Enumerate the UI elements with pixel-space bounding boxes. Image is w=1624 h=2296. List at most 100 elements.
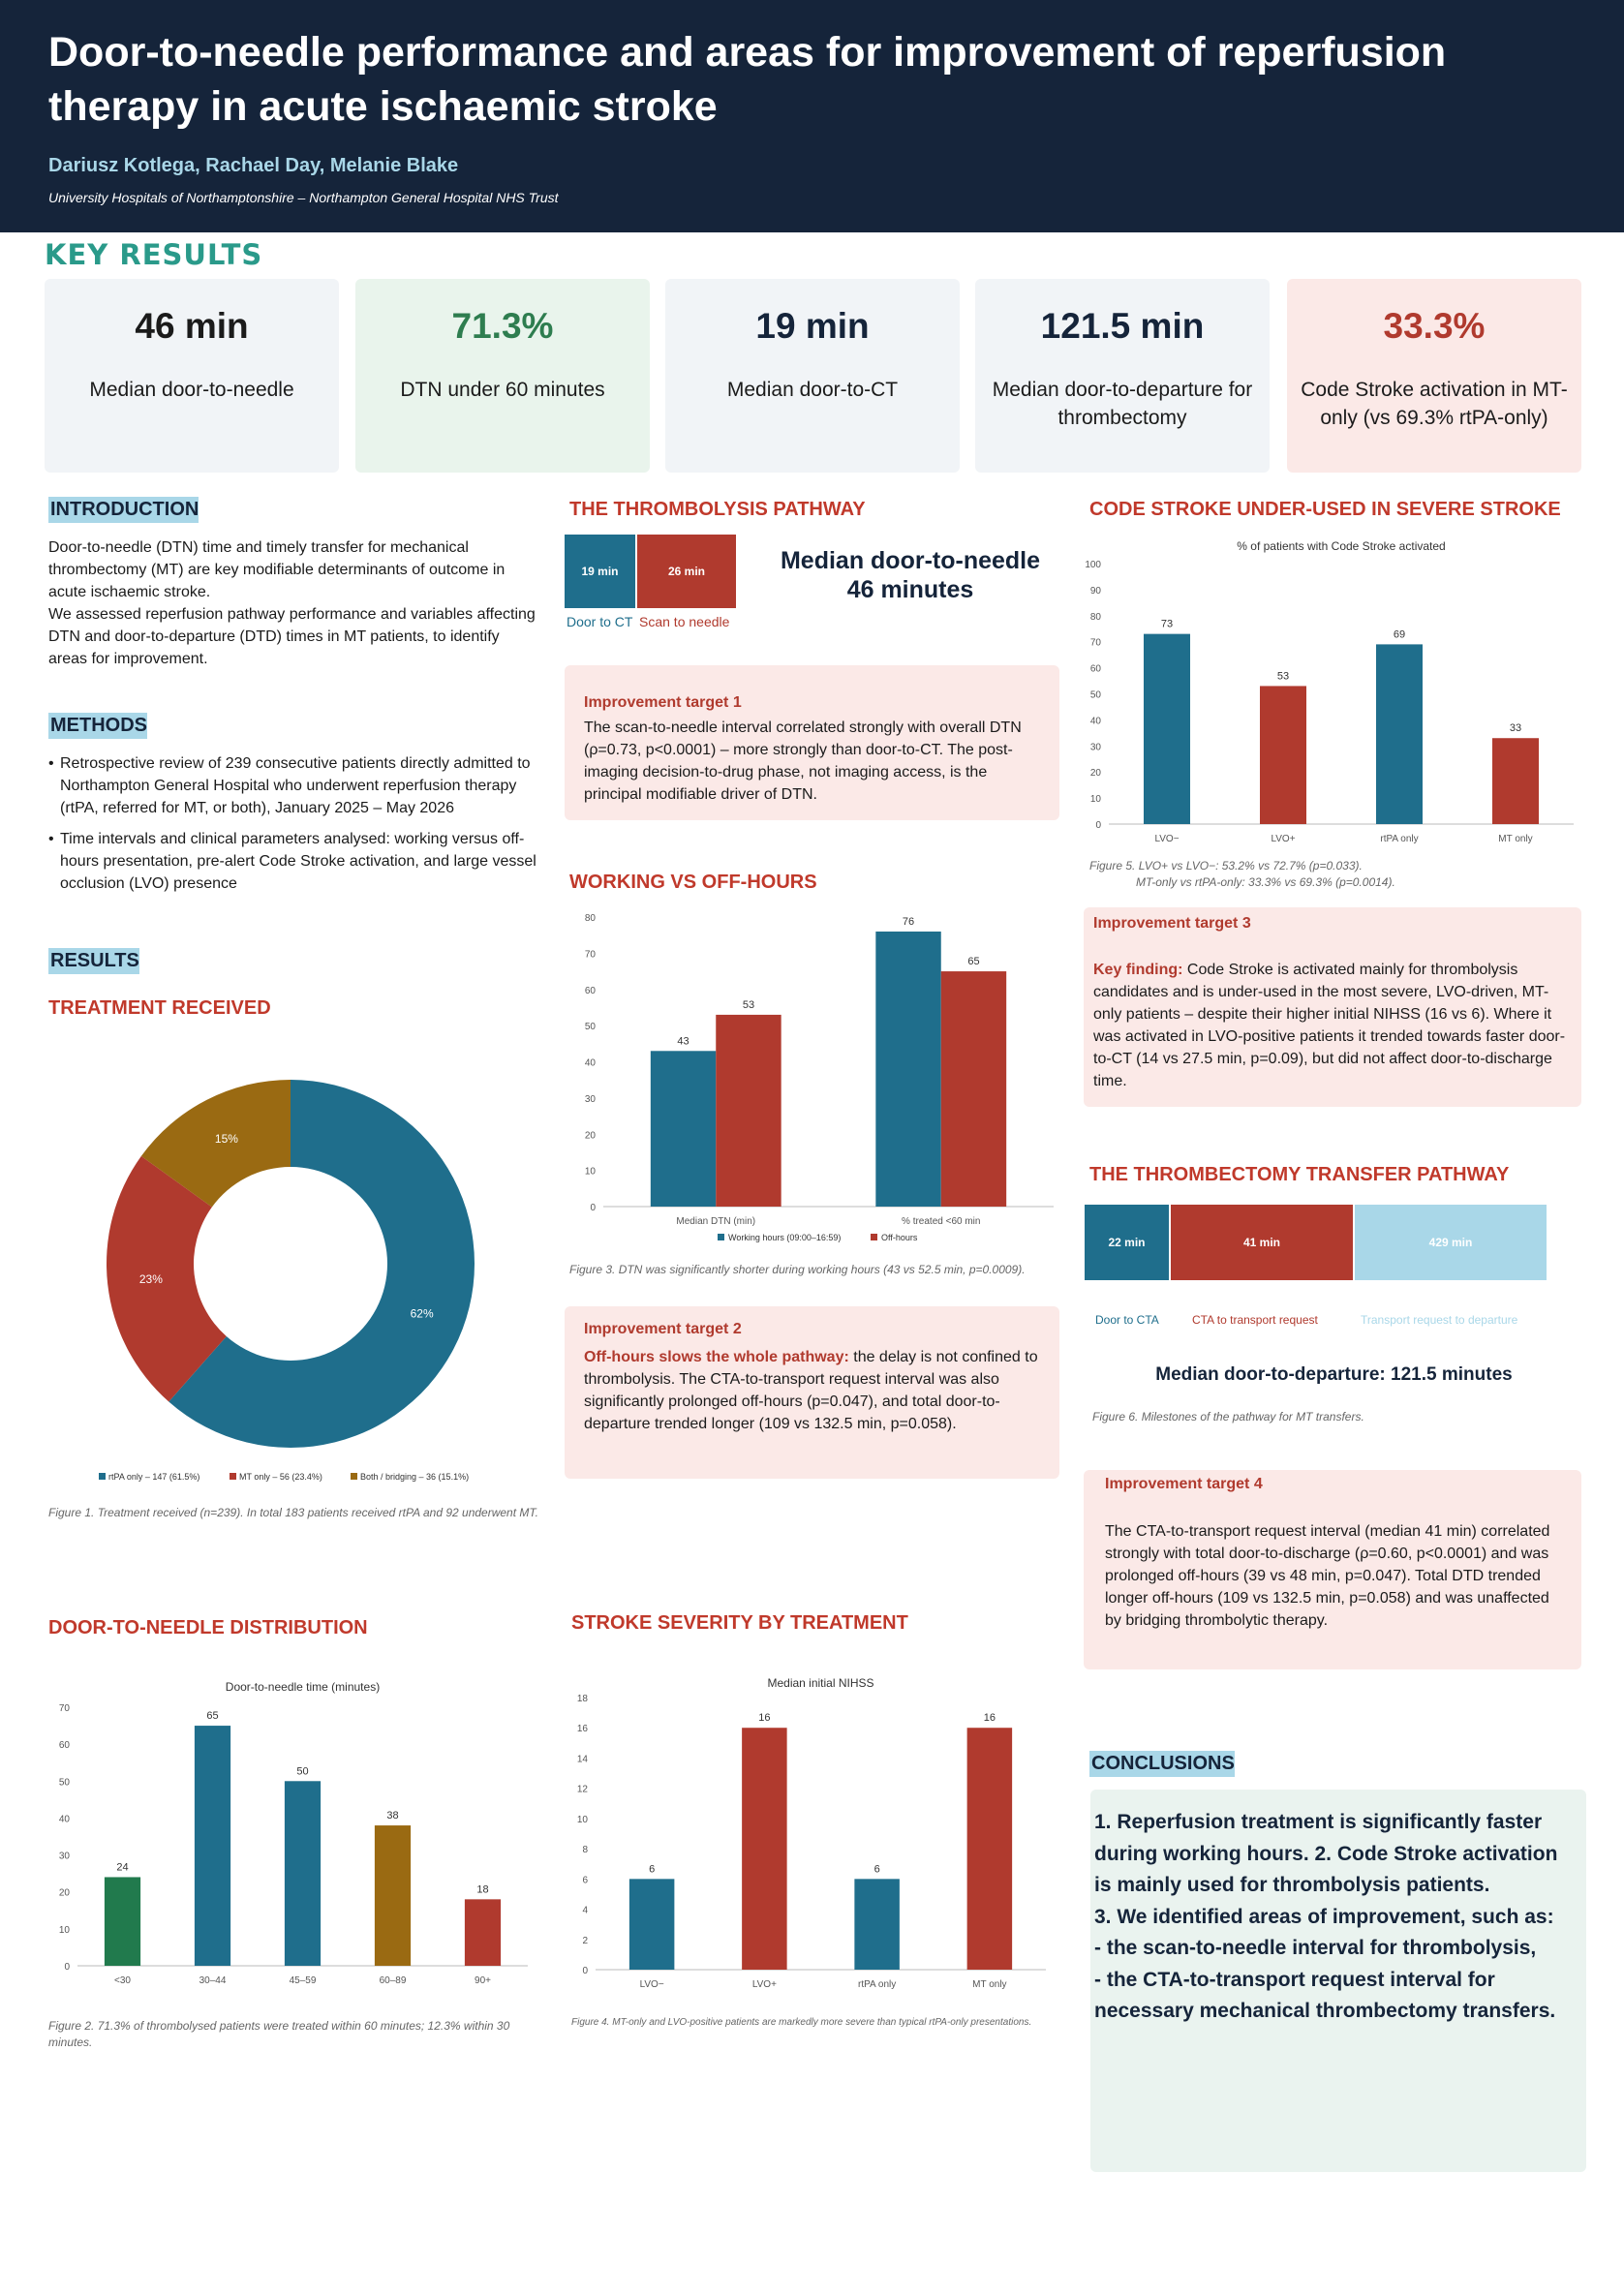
x-tick-label: 30–44	[199, 1975, 227, 1986]
key-results-heading: KEY RESULTS	[45, 238, 263, 271]
target-title: Improvement target 1	[584, 694, 742, 711]
kpi-card: 46 min Median door-to-needle	[45, 279, 339, 473]
x-tick-label: LVO+	[1271, 834, 1295, 844]
kpi-card: 33.3% Code Stroke activation in MT-only (…	[1287, 279, 1581, 473]
bar	[1376, 644, 1423, 824]
kpi-label: Median door-to-CT	[726, 379, 899, 401]
figure5-line: Figure 5. LVO+ vs LVO−: 53.2% vs 72.7% (…	[1089, 859, 1363, 872]
x-tick-label: rtPA only	[858, 1979, 896, 1990]
y-tick-label: 20	[1090, 768, 1102, 779]
data-label: 24	[116, 1861, 128, 1873]
bar	[650, 1051, 717, 1207]
data-label: 6	[874, 1863, 880, 1875]
y-tick-label: 80	[1090, 612, 1102, 623]
kpi-label: DTN under 60 minutes	[400, 379, 605, 401]
code-stroke-heading: CODE STROKE UNDER-USED IN SEVERE STROKE	[1089, 499, 1561, 520]
bar	[464, 1899, 502, 1966]
y-tick-label: 0	[64, 1962, 70, 1973]
target-text: Key finding: Code Stroke is activated ma…	[1093, 959, 1566, 1092]
bar	[940, 971, 1007, 1207]
target-text: Off-hours slows the whole pathway: the d…	[584, 1346, 1044, 1435]
target-text: The scan-to-needle interval correlated s…	[584, 719, 1022, 803]
y-tick-label: 70	[585, 949, 597, 960]
slice-label: 62%	[411, 1306, 434, 1320]
data-label: 16	[758, 1712, 770, 1724]
improvement-target-1: Improvement target 1 The scan-to-needle …	[565, 665, 1059, 820]
poster-title: Door-to-needle performance and areas for…	[48, 29, 1447, 130]
y-tick-label: 6	[582, 1875, 588, 1885]
median-dtn-text: Median door-to-needle 46 minutes	[780, 547, 1041, 603]
y-tick-label: 18	[577, 1694, 589, 1704]
treatment-heading: TREATMENT RECEIVED	[48, 997, 271, 1019]
kpi-value: 121.5 min	[1040, 306, 1205, 346]
dtn-distribution-chart: Door-to-needle time (minutes) 0 10 20 30 40 50…	[59, 1680, 528, 1986]
target-title: Improvement target 3	[1093, 915, 1251, 932]
donut-slice	[107, 1155, 227, 1402]
intro-text: Door-to-needle (DTN) time and timely tra…	[48, 536, 542, 670]
y-tick-label: 40	[59, 1814, 71, 1824]
x-tick-label: <30	[114, 1975, 131, 1986]
y-tick-label: 20	[59, 1888, 71, 1899]
kpi-value: 33.3%	[1383, 306, 1486, 346]
x-tick-label: % treated <60 min	[902, 1216, 980, 1227]
y-tick-label: 50	[59, 1777, 71, 1788]
data-label: 43	[677, 1035, 689, 1047]
figure2-caption: Figure 2. 71.3% of thrombolysed patients…	[48, 2019, 510, 2049]
bar	[284, 1781, 322, 1966]
bar	[1144, 633, 1190, 824]
kpi-label: Median door-to-departure for thrombectom…	[992, 379, 1253, 429]
y-tick-label: 12	[577, 1785, 589, 1795]
transport-to-departure-segment: 429 min	[1355, 1205, 1547, 1280]
scan-to-needle-segment: 26 min	[637, 535, 736, 608]
scan-to-needle-label: Scan to needle	[639, 614, 730, 629]
conclusions-text: 1. Reperfusion treatment is significantl…	[1094, 1811, 1558, 2022]
y-tick-label: 60	[1090, 664, 1102, 675]
kpi-card: 19 min Median door-to-CT	[665, 279, 960, 473]
y-tick-label: 20	[585, 1130, 597, 1141]
y-tick-label: 40	[1090, 716, 1102, 726]
data-label: 38	[386, 1810, 398, 1821]
data-label: 33	[1510, 722, 1521, 734]
y-tick-label: 4	[582, 1906, 588, 1916]
door-to-ct-label: Door to CT	[567, 614, 633, 629]
cta-to-transport-segment: 41 min	[1171, 1205, 1353, 1280]
y-tick-label: 30	[585, 1094, 597, 1105]
results-heading: RESULTS	[48, 948, 139, 974]
work-off-heading: WORKING VS OFF-HOURS	[569, 872, 817, 893]
target-body: the delay is not confined to thrombolysi…	[584, 1349, 1038, 1432]
figure5-line: MT-only vs rtPA-only: 33.3% vs 69.3% (p=…	[1136, 875, 1395, 889]
affiliation: University Hospitals of Northamptonshire…	[48, 190, 559, 205]
bar	[628, 1879, 675, 1970]
bar	[742, 1728, 787, 1970]
kpi-value: 71.3%	[451, 306, 554, 346]
y-tick-label: 60	[585, 986, 597, 996]
improvement-target-4: Improvement target 4 The CTA-to-transpor…	[1084, 1470, 1581, 1669]
x-tick-label: Median DTN (min)	[676, 1216, 755, 1227]
improvement-target-2: Improvement target 2 Off-hours slows the…	[565, 1306, 1059, 1479]
authors: Dariusz Kotlega, Rachael Day, Melanie Bl…	[48, 155, 459, 176]
y-tick-label: 70	[59, 1703, 71, 1714]
y-tick-label: 16	[577, 1724, 589, 1734]
legend-label: rtPA only – 147 (61.5%)	[108, 1472, 199, 1482]
y-tick-label: 10	[585, 1167, 597, 1178]
y-tick-label: 10	[59, 1925, 71, 1936]
legend-label: Working hours (09:00–16:59)	[728, 1233, 841, 1242]
slice-label: 15%	[215, 1132, 238, 1146]
x-tick-label: 60–89	[380, 1975, 407, 1986]
legend-label: Both / bridging – 36 (15.1%)	[360, 1472, 469, 1482]
y-tick-label: 10	[1090, 794, 1102, 805]
methods-heading: METHODS	[48, 713, 147, 739]
y-tick-label: 70	[1090, 638, 1102, 649]
treatment-donut-chart: 62% 23% 15% rtPA only – 147 (61.5%) MT only …	[99, 1080, 475, 1482]
intro-heading: INTRODUCTION	[48, 497, 199, 523]
data-label: 6	[649, 1863, 655, 1875]
data-label: 18	[476, 1883, 488, 1895]
intro-paragraph: We assessed reperfusion pathway performa…	[48, 606, 536, 667]
donut-slice	[169, 1080, 475, 1448]
methods-bullet: Time intervals and clinical parameters a…	[48, 828, 542, 895]
legend-swatch	[871, 1234, 877, 1240]
methods-list: Retrospective review of 239 consecutive …	[48, 752, 542, 903]
y-tick-label: 2	[582, 1936, 588, 1946]
bar	[1492, 738, 1539, 824]
y-tick-label: 100	[1085, 560, 1101, 570]
